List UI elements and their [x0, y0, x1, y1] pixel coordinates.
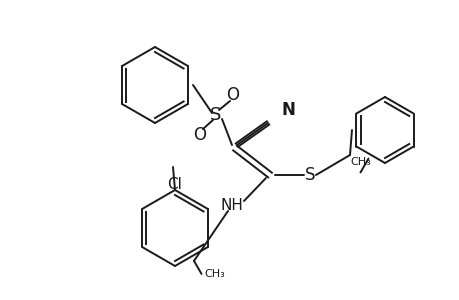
Text: S: S: [304, 166, 314, 184]
Text: Cl: Cl: [167, 177, 182, 192]
Text: NH: NH: [220, 197, 243, 212]
Text: O: O: [226, 86, 239, 104]
Text: CH₃: CH₃: [204, 269, 225, 279]
Text: CH₃: CH₃: [349, 158, 370, 167]
Text: O: O: [193, 126, 206, 144]
Text: S: S: [210, 106, 221, 124]
Text: N: N: [281, 101, 295, 119]
